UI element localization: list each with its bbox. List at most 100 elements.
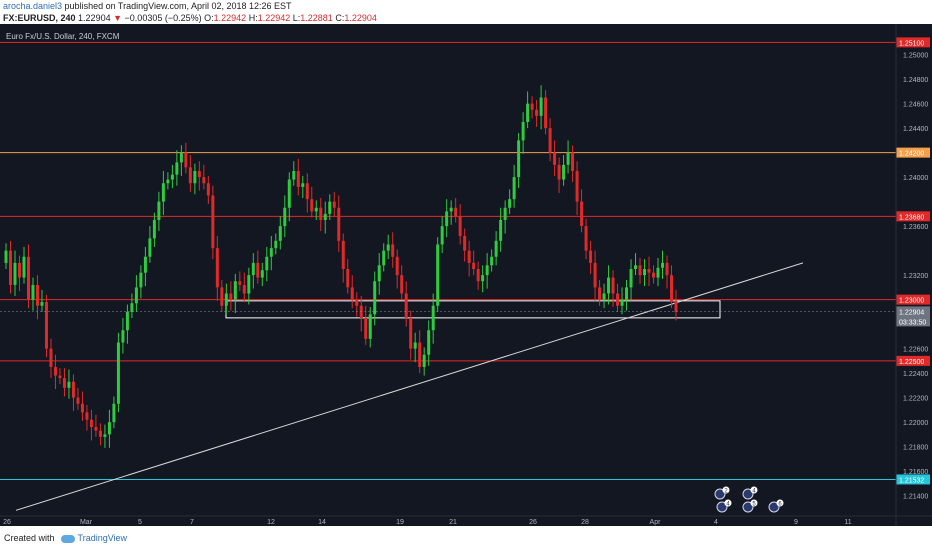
high-label: H: bbox=[248, 13, 258, 23]
candle-body bbox=[166, 179, 170, 184]
candle-body bbox=[130, 303, 134, 312]
candle-body bbox=[485, 265, 489, 276]
candle-body bbox=[400, 275, 404, 294]
level-price-label: 1.25100 bbox=[899, 40, 924, 47]
candle-body bbox=[409, 318, 413, 349]
current-price-tag bbox=[896, 306, 930, 327]
candle-body bbox=[224, 293, 228, 306]
candle-body bbox=[116, 342, 120, 404]
candle-body bbox=[377, 265, 381, 282]
candle-body bbox=[152, 220, 156, 239]
candle-body bbox=[647, 269, 651, 273]
candle-body bbox=[157, 201, 161, 220]
level-price-label: 1.23000 bbox=[899, 298, 924, 305]
candle-body bbox=[557, 164, 561, 180]
time-tick-label: Apr bbox=[650, 519, 662, 526]
candle-body bbox=[94, 427, 98, 431]
candle-body bbox=[17, 262, 21, 278]
candle-body bbox=[494, 240, 498, 257]
candle-body bbox=[359, 305, 363, 318]
candle-body bbox=[445, 211, 449, 227]
candle-body bbox=[526, 103, 530, 122]
level-price-label: 1.22500 bbox=[899, 359, 924, 366]
time-tick-label: 26 bbox=[3, 519, 11, 526]
candle-body bbox=[404, 293, 408, 318]
candle-body bbox=[8, 250, 12, 285]
price-tick-label: 1.24600 bbox=[903, 102, 928, 109]
candle-body bbox=[85, 412, 89, 420]
candle-body bbox=[98, 430, 102, 437]
current-price-label: 1.22904 bbox=[899, 309, 924, 316]
candle-body bbox=[58, 375, 62, 379]
candle-body bbox=[373, 281, 377, 315]
time-tick-label: 19 bbox=[396, 519, 404, 526]
level-price-tag bbox=[896, 211, 930, 222]
price-tick-label: 1.22400 bbox=[903, 371, 928, 378]
ohlc-bar: FX:EURUSD, 240 1.22904 ▼ −0.00305 (−0.25… bbox=[0, 12, 932, 24]
candle-body bbox=[265, 256, 269, 271]
price-tick-label: 1.22600 bbox=[903, 347, 928, 354]
candle-body bbox=[134, 287, 138, 304]
level-price-tag bbox=[896, 147, 930, 158]
candle-body bbox=[292, 171, 296, 180]
tradingview-brand-link[interactable]: TradingView bbox=[77, 533, 128, 543]
candle-body bbox=[481, 275, 485, 282]
candle-body bbox=[175, 162, 179, 175]
price-tick-label: 1.22200 bbox=[903, 396, 928, 403]
candle-body bbox=[629, 269, 633, 288]
candle-body bbox=[139, 272, 143, 288]
symbol-name: FX:EURUSD, 240 bbox=[3, 13, 76, 23]
candle-body bbox=[31, 284, 35, 300]
candle-body bbox=[229, 293, 233, 300]
low-value: 1.22881 bbox=[300, 13, 333, 23]
candle-body bbox=[463, 235, 467, 251]
open-value: 1.22942 bbox=[213, 13, 247, 23]
candle-body bbox=[242, 284, 246, 294]
candle-body bbox=[143, 256, 147, 273]
down-arrow-icon: ▼ bbox=[113, 13, 123, 23]
support-zone-box bbox=[225, 300, 721, 319]
author-link[interactable]: arocha.daniel3 bbox=[3, 1, 63, 11]
candle-body bbox=[503, 207, 507, 220]
price-change: −0.00305 (−0.25%) bbox=[124, 13, 202, 23]
event-count-label: 2 bbox=[724, 489, 728, 495]
candle-body bbox=[121, 330, 125, 343]
candle-body bbox=[107, 422, 111, 435]
event-count-badge bbox=[776, 499, 784, 507]
candle-body bbox=[341, 240, 345, 269]
close-value: 1.22904 bbox=[344, 13, 377, 23]
candle-body bbox=[89, 419, 93, 428]
candle-body bbox=[589, 250, 593, 263]
time-tick-label: 5 bbox=[138, 519, 142, 526]
price-tick-label: 1.25000 bbox=[903, 53, 928, 60]
event-flag-icon bbox=[768, 501, 780, 513]
last-price: 1.22904 bbox=[78, 13, 111, 23]
candle-body bbox=[296, 171, 300, 187]
time-tick-label: 28 bbox=[581, 519, 589, 526]
candle-body bbox=[71, 381, 75, 398]
candle-body bbox=[427, 330, 431, 355]
candle-body bbox=[332, 201, 336, 208]
chart-canvas[interactable]: 1.25000 1.24800 1.24600 1.24400 1.24000 1.236… bbox=[0, 24, 932, 526]
candle-body bbox=[238, 281, 242, 285]
level-price-label: 1.21532 bbox=[899, 477, 924, 484]
price-chart[interactable]: 1.25000 1.24800 1.24600 1.24400 1.24000 1.236… bbox=[0, 24, 932, 526]
candle-body bbox=[566, 152, 570, 165]
candle-body bbox=[665, 262, 669, 276]
candle-body bbox=[328, 201, 332, 214]
candle-body bbox=[607, 277, 611, 294]
candle-body bbox=[125, 311, 129, 331]
candle-body bbox=[49, 348, 53, 367]
candle-body bbox=[517, 140, 521, 178]
time-tick-label: 26 bbox=[529, 519, 537, 526]
event-count-badge bbox=[750, 499, 758, 507]
candle-body bbox=[382, 250, 386, 266]
candle-body bbox=[251, 262, 255, 276]
candle-body bbox=[323, 213, 327, 220]
candle-body bbox=[634, 265, 638, 269]
candle-body bbox=[247, 275, 251, 294]
event-count-label: 6 bbox=[778, 502, 782, 508]
candle-body bbox=[301, 183, 305, 187]
event-count-label: 4 bbox=[726, 502, 730, 508]
event-flag-icon bbox=[714, 488, 726, 500]
